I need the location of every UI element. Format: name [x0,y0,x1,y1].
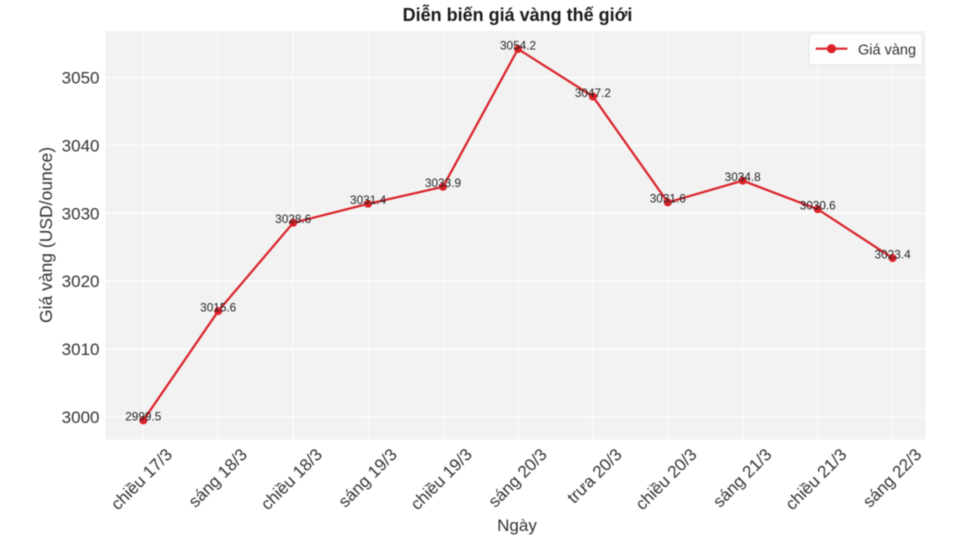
svg-text:Giá vàng (USD/ounce): Giá vàng (USD/ounce) [36,147,56,323]
svg-text:sáng 21/3: sáng 21/3 [709,445,775,511]
svg-text:3031.4: 3031.4 [350,193,387,207]
svg-text:chiều 17/3: chiều 17/3 [107,445,176,514]
svg-text:Ngày: Ngày [497,516,537,535]
svg-text:3031.6: 3031.6 [650,192,687,206]
svg-text:3033.9: 3033.9 [425,176,461,190]
svg-text:trưa 20/3: trưa 20/3 [563,445,625,507]
svg-text:3047.2: 3047.2 [575,86,611,100]
svg-text:Giá vàng: Giá vàng [858,42,916,58]
svg-text:Diễn biến giá vàng thế giới: Diễn biến giá vàng thế giới [403,4,633,25]
svg-text:sáng 20/3: sáng 20/3 [485,445,551,511]
svg-text:3028.6: 3028.6 [275,212,312,226]
svg-text:3020: 3020 [62,272,100,291]
svg-text:chiều 18/3: chiều 18/3 [257,445,326,514]
svg-text:chiều 20/3: chiều 20/3 [632,445,701,514]
svg-text:chiều 19/3: chiều 19/3 [407,445,476,514]
svg-text:sáng 19/3: sáng 19/3 [335,445,401,511]
svg-text:sáng 22/3: sáng 22/3 [859,445,925,511]
svg-text:chiều 21/3: chiều 21/3 [782,445,851,514]
svg-text:sáng 18/3: sáng 18/3 [185,445,251,511]
svg-text:3040: 3040 [62,136,100,155]
svg-text:3000: 3000 [62,408,100,427]
svg-text:2999.5: 2999.5 [125,410,162,424]
svg-text:3010: 3010 [62,340,100,359]
svg-text:3015.6: 3015.6 [200,300,237,314]
svg-text:3023.4: 3023.4 [875,247,912,261]
svg-text:3050: 3050 [62,69,100,88]
svg-text:3034.8: 3034.8 [725,170,762,184]
svg-text:3030: 3030 [62,204,100,223]
svg-text:3054.2: 3054.2 [500,38,536,52]
svg-text:3030.6: 3030.6 [800,199,837,213]
